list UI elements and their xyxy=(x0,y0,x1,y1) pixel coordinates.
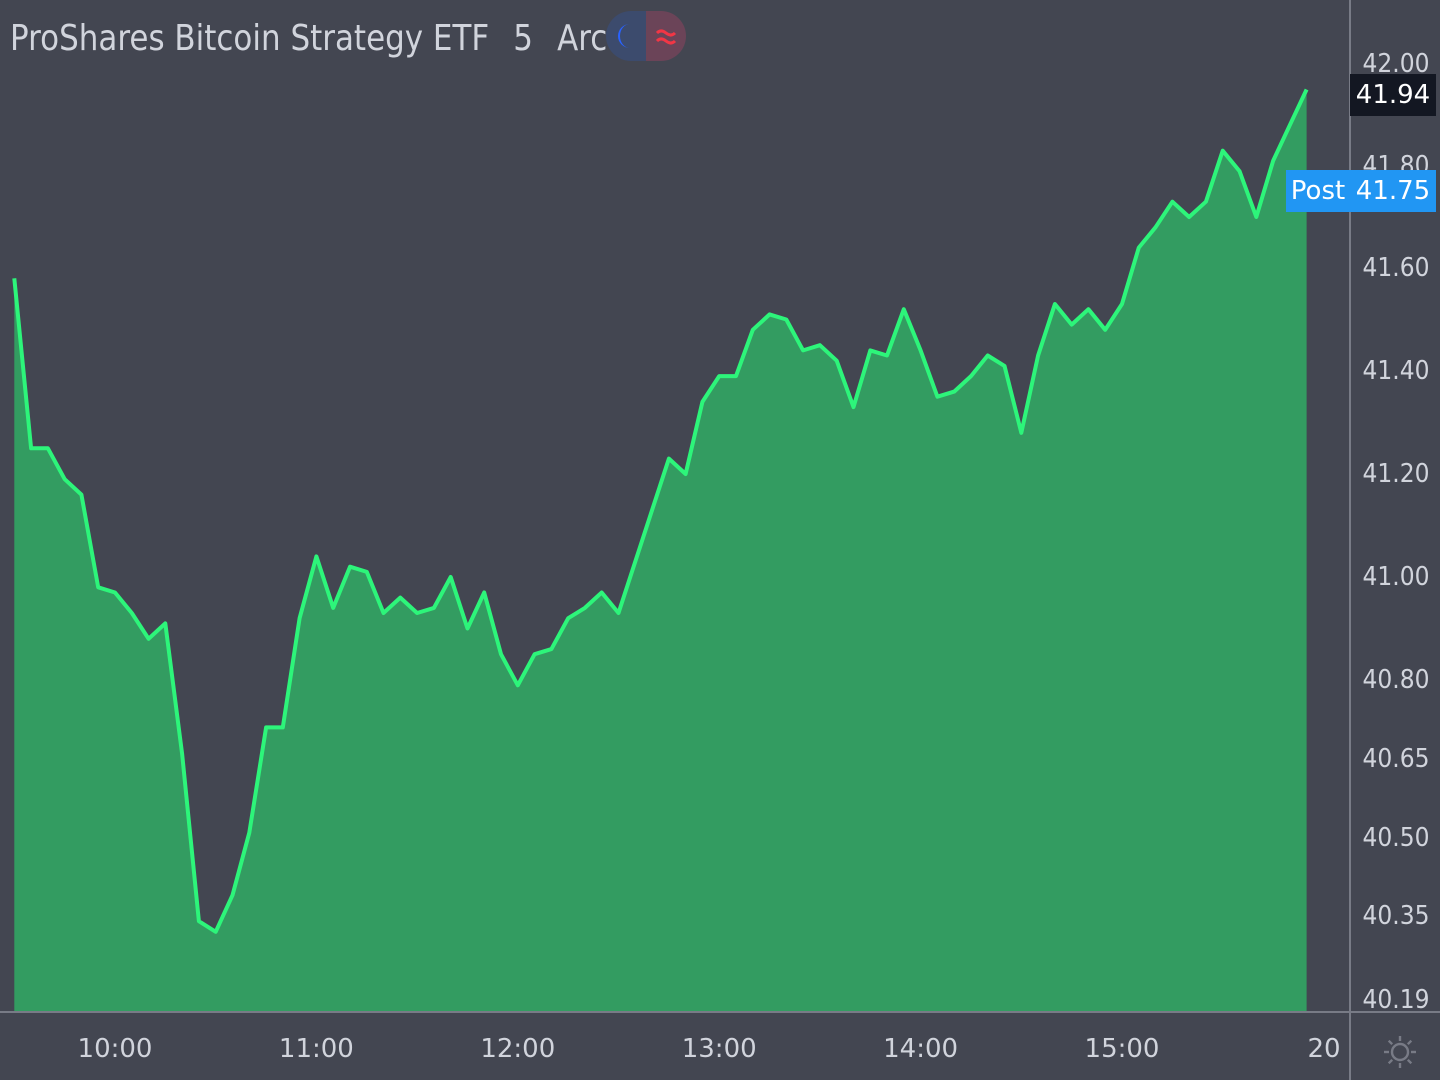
time-axis-tick-label: 20 xyxy=(1307,1034,1341,1064)
price-line-series[interactable] xyxy=(12,88,1309,934)
time-axis-tick-label: 11:00 xyxy=(278,1034,354,1064)
market-session-badge[interactable] xyxy=(606,11,646,61)
price-axis-tick-label: 41.20 xyxy=(1362,459,1430,489)
price-axis-tick-label: 40.19 xyxy=(1362,985,1430,1015)
time-axis-tick-label: 10:00 xyxy=(77,1034,153,1064)
price-axis-tick-label: 40.65 xyxy=(1362,744,1430,774)
price-axis-tick-label: 40.50 xyxy=(1362,823,1430,853)
data-status-badge[interactable] xyxy=(646,11,686,61)
price-axis-tick-label: 40.80 xyxy=(1362,665,1430,695)
last-price-tag: 41.94 xyxy=(1350,74,1436,116)
time-axis-tick-label: 15:00 xyxy=(1084,1034,1160,1064)
price-area-fill xyxy=(14,89,1307,1012)
gear-icon[interactable] xyxy=(1382,1034,1418,1070)
interval-label[interactable]: 5 xyxy=(513,17,534,59)
status-badges xyxy=(606,11,686,61)
chart-legend-header: ProShares Bitcoin Strategy ETF 5 Arca xyxy=(10,12,626,64)
approx-icon xyxy=(655,29,677,45)
price-axis-tick-label: 40.35 xyxy=(1362,901,1430,931)
time-axis-tick-label: 14:00 xyxy=(883,1034,959,1064)
price-axis-tick-label: 41.60 xyxy=(1362,253,1430,283)
time-axis-tick-label: 12:00 xyxy=(480,1034,556,1064)
time-axis-tick-label: 13:00 xyxy=(681,1034,757,1064)
price-axis-tick-label: 41.00 xyxy=(1362,562,1430,592)
symbol-name[interactable]: ProShares Bitcoin Strategy ETF xyxy=(10,17,490,59)
price-axis-tick-label: 41.40 xyxy=(1362,356,1430,386)
plot-area[interactable] xyxy=(12,88,1309,1013)
moon-icon xyxy=(618,24,630,48)
post-market-label: Post xyxy=(1286,170,1350,212)
post-market-price-tag: 41.75 xyxy=(1350,170,1436,212)
